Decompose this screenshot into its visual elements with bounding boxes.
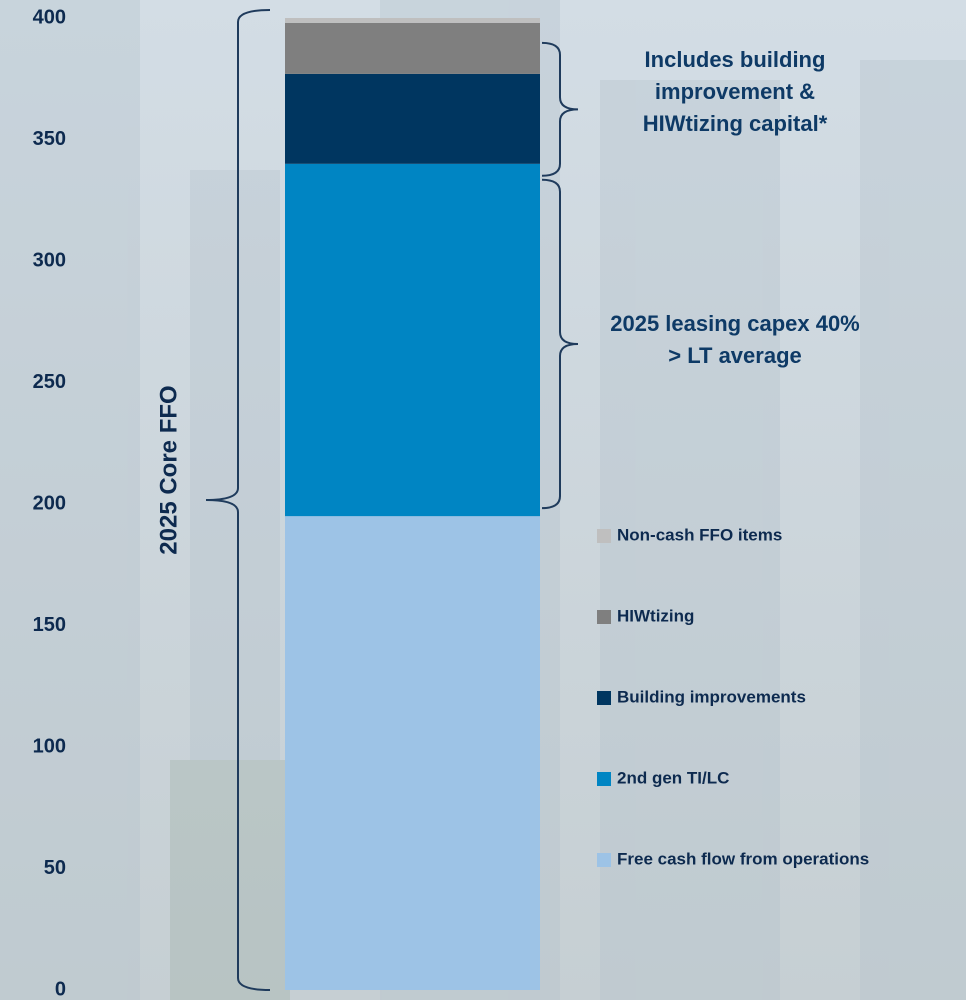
brace [541,41,579,177]
bar-segment [285,516,540,990]
legend-swatch [597,529,611,543]
annotation: Includes building improvement & HIWtizin… [642,47,828,136]
bar-segment [285,73,540,164]
bar-segment [285,18,540,23]
brace [205,9,271,991]
brace [541,178,579,510]
legend-swatch [597,610,611,624]
legend-label: Building improvements [617,687,806,706]
y-tick-label: 100 [33,735,66,757]
y-tick-label: 200 [33,492,66,514]
bar-segment [285,163,540,517]
bracket-label: 2025 Core FFO [155,385,182,554]
legend-label: 2nd gen TI/LC [617,768,729,787]
y-tick-label: 150 [33,614,66,636]
y-tick-label: 0 [55,978,66,1000]
legend-swatch [597,691,611,705]
y-tick-label: 400 [33,6,66,28]
y-tick-label: 350 [33,128,66,150]
legend-label: Free cash flow from operations [617,849,869,868]
legend-swatch [597,853,611,867]
legend-label: Non-cash FFO items [617,525,782,544]
annotation: 2025 leasing capex 40% > LT average [610,311,860,368]
y-tick-label: 250 [33,371,66,393]
legend-swatch [597,772,611,786]
y-tick-label: 300 [33,249,66,271]
y-tick-label: 50 [44,857,66,879]
bar-segment [285,22,540,74]
legend-label: HIWtizing [617,606,694,625]
